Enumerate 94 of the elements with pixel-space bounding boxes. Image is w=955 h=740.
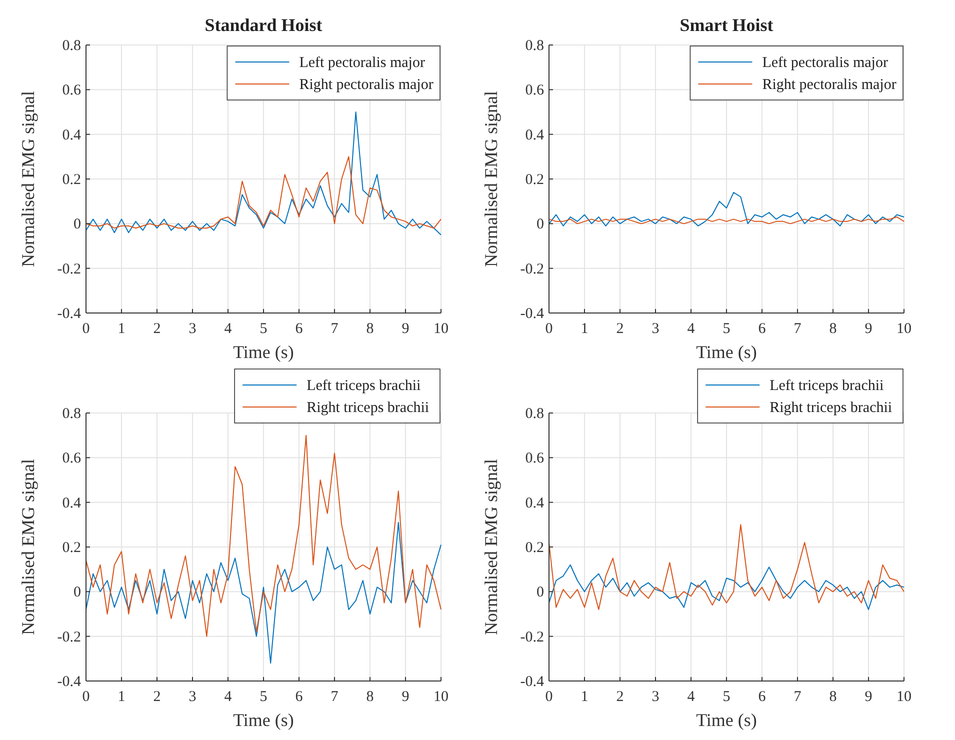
legend-label: Right pectoralis major (299, 77, 434, 93)
x-tick-label: 7 (330, 689, 339, 705)
y-tick-label: 0.4 (62, 495, 82, 512)
x-tick-label: 6 (758, 689, 766, 705)
y-tick-label: -0.4 (57, 674, 82, 690)
line-series (548, 524, 904, 610)
x-tick-label: 2 (153, 321, 161, 337)
y-tick-label: 0.8 (62, 406, 81, 422)
y-axis-title: Normalised EMG signal (481, 459, 501, 635)
y-tick-label: 0 (536, 216, 544, 233)
y-tick-label: 0.2 (62, 540, 81, 556)
y-tick-label: 0.8 (525, 38, 544, 54)
y-tick-label: -0.4 (520, 674, 544, 690)
x-tick-label: 10 (434, 689, 448, 705)
y-tick-label: -0.2 (520, 261, 544, 278)
x-axis-title: Time (s) (696, 710, 757, 730)
x-tick-label: 2 (153, 689, 161, 705)
x-tick-label: 6 (295, 689, 304, 705)
line-series (86, 112, 442, 236)
y-tick-label: 0.6 (62, 450, 82, 467)
x-tick-label: 8 (829, 321, 837, 337)
x-tick-label: 6 (758, 321, 766, 337)
y-tick-label: 0.4 (62, 127, 82, 144)
x-tick-label: 7 (794, 321, 802, 337)
x-tick-label: 5 (722, 689, 730, 705)
legend-label: Right triceps brachii (306, 400, 430, 416)
x-tick-label: 5 (722, 321, 730, 337)
chart-title: Standard Hoist (204, 15, 322, 35)
y-axis-title: Normalised EMG signal (481, 91, 501, 267)
legend-label: Left pectoralis major (762, 55, 888, 71)
line-series (548, 564, 904, 610)
x-tick-label: 6 (295, 321, 304, 337)
y-tick-label: 0.8 (62, 38, 81, 54)
x-tick-label: 1 (580, 321, 588, 337)
y-tick-label: 0.4 (525, 127, 544, 144)
y-axis-title: Normalised EMG signal (18, 459, 38, 635)
x-tick-label: 4 (687, 321, 696, 337)
y-tick-label: -0.4 (520, 306, 544, 322)
x-tick-label: 8 (829, 689, 837, 705)
y-tick-label: 0.4 (525, 495, 544, 512)
x-tick-label: 8 (366, 321, 374, 337)
y-tick-label: -0.4 (57, 306, 82, 322)
x-tick-label: 9 (402, 321, 410, 337)
x-tick-label: 7 (330, 321, 339, 337)
y-tick-label: 0.6 (62, 82, 82, 99)
y-tick-label: 0.8 (525, 406, 544, 422)
legend-label: Left pectoralis major (299, 55, 425, 71)
line-series (548, 192, 904, 226)
y-tick-label: 0.6 (525, 82, 544, 99)
y-tick-label: 0.6 (525, 450, 544, 467)
x-tick-label: 3 (652, 689, 660, 705)
x-tick-label: 10 (434, 321, 448, 337)
x-tick-label: 2 (616, 321, 624, 337)
x-tick-label: 4 (224, 321, 232, 337)
x-tick-label: 3 (188, 689, 196, 705)
legend-label: Left triceps brachii (770, 378, 884, 394)
x-tick-label: 1 (118, 321, 126, 337)
x-axis-title: Time (s) (233, 342, 294, 362)
x-tick-label: 7 (794, 689, 802, 705)
legend-label: Left triceps brachii (306, 378, 421, 394)
line-series (86, 156, 442, 229)
x-tick-label: 2 (616, 689, 624, 705)
x-tick-label: 3 (652, 321, 660, 337)
x-axis-title: Time (s) (233, 710, 294, 730)
y-tick-label: 0 (74, 216, 81, 233)
line-series (548, 216, 904, 224)
x-tick-label: 10 (896, 321, 912, 337)
x-tick-label: 1 (580, 689, 588, 705)
x-tick-label: 5 (260, 689, 268, 705)
x-tick-label: 9 (402, 689, 410, 705)
chart-title: Smart Hoist (680, 15, 774, 35)
y-tick-label: 0.2 (525, 172, 544, 188)
line-series (86, 522, 442, 664)
y-tick-label: -0.2 (520, 629, 544, 646)
y-tick-label: 0 (74, 584, 81, 601)
x-tick-label: 9 (864, 321, 872, 337)
y-tick-label: 0 (536, 584, 544, 601)
x-axis-title: Time (s) (696, 342, 757, 362)
x-tick-label: 1 (118, 689, 126, 705)
y-tick-label: -0.2 (57, 629, 81, 646)
x-tick-label: 9 (864, 689, 872, 705)
x-tick-label: 8 (366, 689, 374, 705)
y-axis-title: Normalised EMG signal (18, 91, 38, 267)
line-series (86, 434, 442, 637)
x-tick-label: 10 (896, 689, 912, 705)
legend-label: Right triceps brachii (770, 400, 892, 416)
legend-label: Right pectoralis major (762, 77, 896, 93)
y-tick-label: 0.2 (62, 172, 81, 188)
x-tick-label: 3 (188, 321, 196, 337)
x-tick-label: 5 (260, 321, 268, 337)
x-tick-label: 4 (687, 689, 696, 705)
x-tick-label: 4 (224, 689, 232, 705)
y-tick-label: -0.2 (57, 261, 81, 278)
y-tick-label: 0.2 (525, 540, 544, 556)
